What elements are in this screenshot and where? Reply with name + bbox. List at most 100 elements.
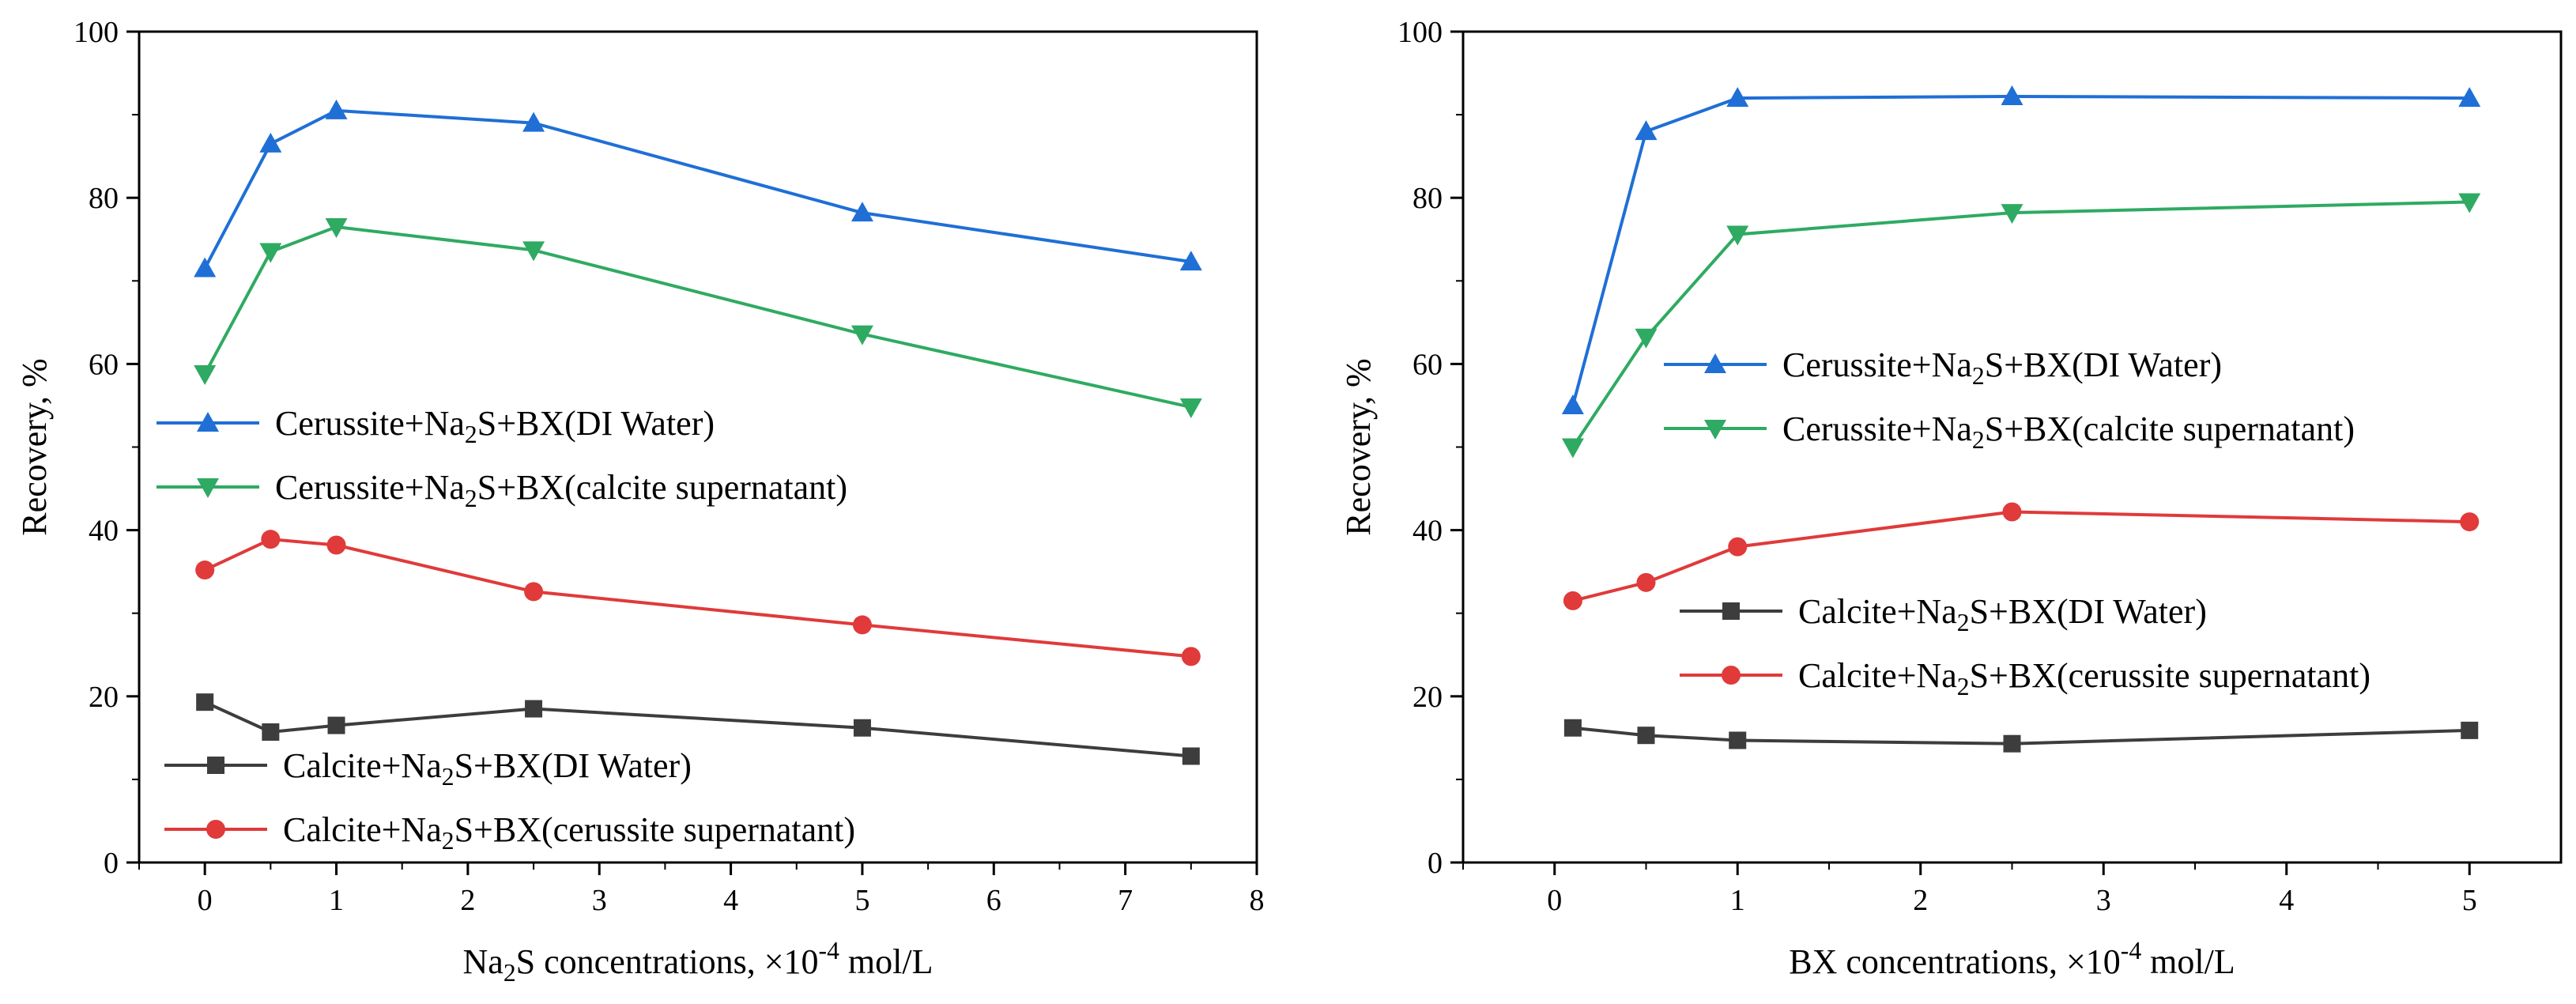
legend-swatch-marker [1704, 353, 1726, 373]
y-axis-label: Recovery, % [1339, 358, 1378, 535]
data-point [1561, 394, 1584, 414]
y-tick-label: 40 [1412, 515, 1443, 548]
legend-swatch-marker [197, 412, 219, 432]
data-point [1179, 398, 1202, 419]
x-tick-label: 5 [2462, 884, 2477, 917]
label-part-post: S+BX(DI Water) [1970, 592, 2207, 631]
data-point [852, 615, 872, 635]
y-axis-label: Recovery, % [15, 358, 54, 535]
legend-label: Calcite+Na2S+BX(cerussite supernatant) [283, 810, 855, 855]
label-part-sub: 2 [442, 763, 454, 791]
plot-frame [138, 30, 1258, 864]
label-part-post: S+BX(calcite supernatant) [477, 468, 847, 507]
legend-label: Calcite+Na2S+BX(DI Water) [1798, 592, 2207, 636]
legend-item: Cerussite+Na2S+BX(calcite supernatant) [1664, 410, 2355, 454]
series-line [1572, 510, 2470, 602]
data-point [1563, 719, 1582, 737]
data-point [2002, 502, 2022, 522]
y-tick-label: 0 [104, 847, 119, 880]
data-point [262, 723, 280, 741]
series-3 [196, 693, 1200, 765]
label-part-pre: Cerussite+Na [275, 468, 465, 507]
series-1 [1561, 85, 2481, 414]
data-point [2001, 204, 2023, 225]
legend-item: Calcite+Na2S+BX(DI Water) [1680, 592, 2207, 636]
label-part-pre: Cerussite+Na [275, 404, 465, 443]
data-point [853, 719, 871, 737]
legend-swatch-marker [197, 478, 219, 498]
label-part-pre: Cerussite+Na [1782, 410, 1972, 448]
legend-item: Calcite+Na2S+BX(cerussite supernatant) [1680, 656, 2370, 700]
legend-swatch-marker [1704, 420, 1726, 440]
y-tick-label: 20 [1412, 681, 1443, 714]
data-point [194, 257, 217, 277]
data-point [1726, 225, 1749, 246]
label-part-post: mol/L [839, 942, 933, 981]
y-tick-label: 60 [1412, 348, 1443, 381]
legend-group-2: Calcite+Na2S+BX(DI Water)Calcite+Na2S+BX… [1680, 592, 2370, 700]
x-tick-label: 4 [723, 884, 738, 917]
series-2 [194, 217, 1202, 419]
data-point [525, 700, 543, 718]
data-point [259, 243, 282, 263]
label-part-pre: Calcite+Na [283, 746, 442, 785]
legend-label: Calcite+Na2S+BX(cerussite supernatant) [1798, 656, 2370, 700]
legend-swatch-marker [206, 820, 225, 839]
y-tick-label: 100 [1397, 16, 1443, 49]
y-tick-label: 40 [89, 515, 119, 548]
label-part-post: S+BX(calcite supernatant) [1985, 410, 2355, 448]
series-line [204, 700, 1191, 758]
legend-item: Cerussite+Na2S+BX(DI Water) [157, 404, 715, 448]
data-point [2460, 512, 2480, 532]
y-tick-label: 100 [74, 16, 119, 49]
series-line [1572, 726, 2470, 745]
legend-item: Calcite+Na2S+BX(DI Water) [164, 746, 692, 791]
label-part-sub: 2 [1972, 362, 1985, 390]
data-point [1726, 87, 1749, 108]
legend-item: Cerussite+Na2S+BX(DI Water) [1664, 345, 2222, 390]
legend-group-2: Calcite+Na2S+BX(DI Water) Calcite+Na2S+BX… [164, 746, 855, 855]
data-point [196, 693, 214, 711]
data-point [1563, 591, 1582, 610]
data-point [522, 241, 545, 262]
data-point [259, 132, 282, 153]
label-part-sub: 2 [504, 959, 516, 987]
label-part-post: S+BX(DI Water) [1985, 345, 2222, 384]
y-tick-label: 0 [1428, 847, 1443, 880]
label-part-sub: 2 [465, 485, 477, 512]
data-point [325, 217, 348, 238]
x-tick-label: 7 [1118, 884, 1133, 917]
data-point [1728, 537, 1748, 557]
legend-label: Cerussite+Na2S+BX(calcite supernatant) [1782, 410, 2355, 454]
label-part-sub: 2 [1972, 426, 1985, 454]
data-point [850, 202, 873, 222]
data-point [2003, 734, 2021, 753]
label-part-pre: Cerussite+Na [1782, 345, 1972, 384]
x-axis-label: Na2S concentrations, ×10-4 mol/L [463, 937, 933, 987]
data-point [1181, 647, 1201, 666]
label-part-pre: Na [463, 942, 504, 981]
series-line [203, 225, 1192, 410]
legend-swatch-marker [1722, 602, 1740, 620]
label-part-pre: Calcite+Na [283, 810, 442, 849]
data-point [2001, 85, 2023, 105]
label-part-sub: 2 [1957, 673, 1970, 700]
y-tick-label: 60 [89, 348, 119, 381]
data-point [850, 325, 873, 345]
label-part-post: mol/L [2141, 942, 2235, 981]
chart-panel-2: 0 1 2 3 4 5 0 20 40 60 80 100 BX concentrations, ×10… [1339, 16, 2563, 981]
x-tick-label: 0 [198, 884, 213, 917]
legend-label: Cerussite+Na2S+BX(calcite supernatant) [275, 468, 847, 512]
data-point [522, 111, 545, 132]
data-point [1635, 328, 1658, 349]
legend-item: Calcite+Na2S+BX(cerussite supernatant) [164, 810, 855, 855]
label-part-sub: 2 [442, 827, 454, 855]
data-point [326, 535, 346, 555]
label-part-pre: Calcite+Na [1798, 656, 1957, 695]
data-point [1636, 572, 1656, 592]
data-point [2461, 721, 2479, 739]
series-4 [195, 530, 1201, 666]
label-part-sub: 2 [465, 421, 477, 448]
series-line [203, 108, 1192, 270]
legend-group-1: Cerussite+Na2S+BX(DI Water)Cerussite+Na2… [157, 404, 847, 512]
